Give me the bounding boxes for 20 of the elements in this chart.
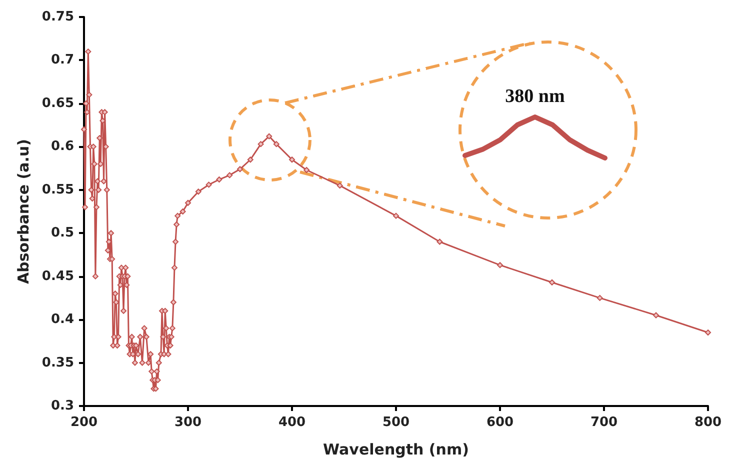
x-tick-label: 600 (486, 415, 514, 430)
y-tick-label: 0.6 (50, 139, 74, 154)
x-tick-label: 400 (278, 415, 306, 430)
x-tick-label: 200 (70, 415, 98, 430)
y-tick-label: 0.5 (50, 226, 74, 241)
y-tick-label: 0.35 (42, 355, 74, 370)
x-tick-label: 500 (382, 415, 410, 430)
annotation: 380 nm (505, 86, 565, 107)
y-tick-label: 0.3 (50, 398, 74, 414)
x-tick-label: 800 (694, 415, 722, 430)
y-tick-label: 0.75 (42, 10, 74, 24)
x-tick-label: 700 (590, 415, 618, 430)
y-tick-label: 0.7 (50, 52, 74, 68)
y-axis-title: Absorbance (a.u) (14, 138, 33, 284)
y-tick-label: 0.4 (50, 312, 74, 328)
y-tick-label: 0.45 (42, 268, 74, 284)
y-tick-label: 0.65 (42, 96, 74, 111)
x-tick-label: 300 (174, 415, 202, 430)
y-tick-label: 0.55 (42, 182, 74, 198)
x-axis-title: Wavelength (nm) (323, 440, 469, 458)
